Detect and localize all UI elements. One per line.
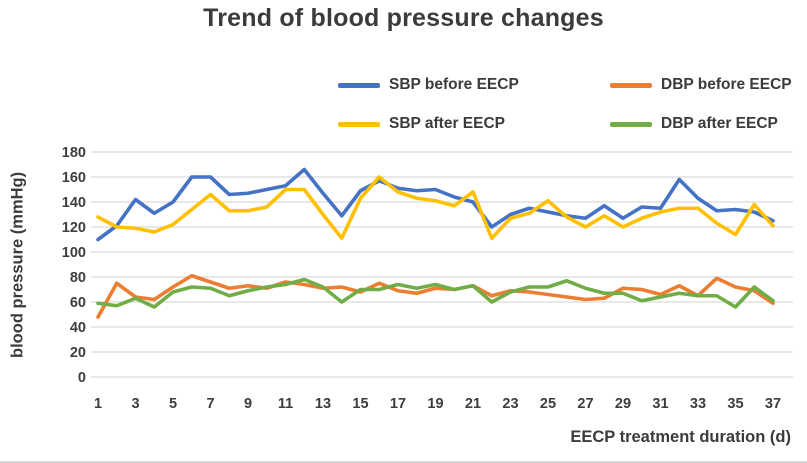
- x-tick-label-1: 1: [94, 396, 102, 412]
- legend-swatch-dbp-before: [610, 82, 652, 88]
- legend-item-dbp-after: DBP after EECP: [610, 113, 792, 135]
- y-tick-label-180: 180: [62, 145, 86, 161]
- legend-item-sbp-before: SBP before EECP: [338, 74, 610, 96]
- y-tick-label-100: 100: [62, 245, 86, 261]
- y-tick-label-120: 120: [62, 220, 86, 236]
- legend: SBP before EECP DBP before EECP SBP afte…: [338, 74, 792, 135]
- x-tick-label-3: 3: [131, 396, 139, 412]
- legend-label-sbp-after: SBP after EECP: [389, 115, 506, 132]
- y-tick-label-80: 80: [70, 270, 86, 286]
- legend-item-dbp-before: DBP before EECP: [610, 74, 792, 96]
- x-tick-label-9: 9: [244, 396, 252, 412]
- x-tick-label-25: 25: [540, 396, 556, 412]
- legend-label-sbp-before: SBP before EECP: [389, 76, 519, 93]
- legend-item-sbp-after: SBP after EECP: [338, 113, 610, 135]
- x-axis-title: EECP treatment duration (d): [570, 428, 791, 446]
- x-tick-label-37: 37: [765, 396, 781, 412]
- series-line-sbp-before-eecp: [96, 167, 775, 242]
- x-tick-label-27: 27: [577, 396, 593, 412]
- y-tick-label-60: 60: [70, 295, 86, 311]
- x-tick-label-11: 11: [278, 396, 293, 412]
- y-tick-label-0: 0: [78, 370, 86, 386]
- legend-label-dbp-before: DBP before EECP: [661, 76, 792, 93]
- x-tick-label-23: 23: [502, 396, 518, 412]
- legend-swatch-dbp-after: [610, 121, 652, 127]
- legend-swatch-sbp-after: [338, 121, 380, 127]
- x-tick-label-17: 17: [390, 396, 406, 412]
- x-tick-label-35: 35: [727, 396, 743, 412]
- x-tick-label-33: 33: [690, 396, 706, 412]
- y-tick-label-160: 160: [62, 170, 86, 186]
- series-line-dbp-before-eecp: [96, 273, 775, 319]
- x-tick-label-29: 29: [615, 396, 631, 412]
- series-line-sbp-after-eecp: [96, 175, 775, 241]
- chart-title: Trend of blood pressure changes: [203, 4, 604, 32]
- series-line-dbp-after-eecp: [96, 277, 775, 309]
- x-tick-label-21: 21: [465, 396, 481, 412]
- x-tick-label-31: 31: [652, 396, 668, 412]
- x-tick-label-13: 13: [315, 396, 331, 412]
- legend-swatch-sbp-before: [338, 82, 380, 88]
- legend-label-dbp-after: DBP after EECP: [661, 115, 778, 132]
- y-tick-label-40: 40: [70, 320, 86, 336]
- y-tick-label-140: 140: [62, 195, 86, 211]
- y-tick-label-20: 20: [70, 345, 86, 361]
- x-tick-label-15: 15: [352, 396, 368, 412]
- x-tick-label-19: 19: [427, 396, 443, 412]
- x-tick-label-5: 5: [169, 396, 177, 412]
- x-tick-label-7: 7: [206, 396, 214, 412]
